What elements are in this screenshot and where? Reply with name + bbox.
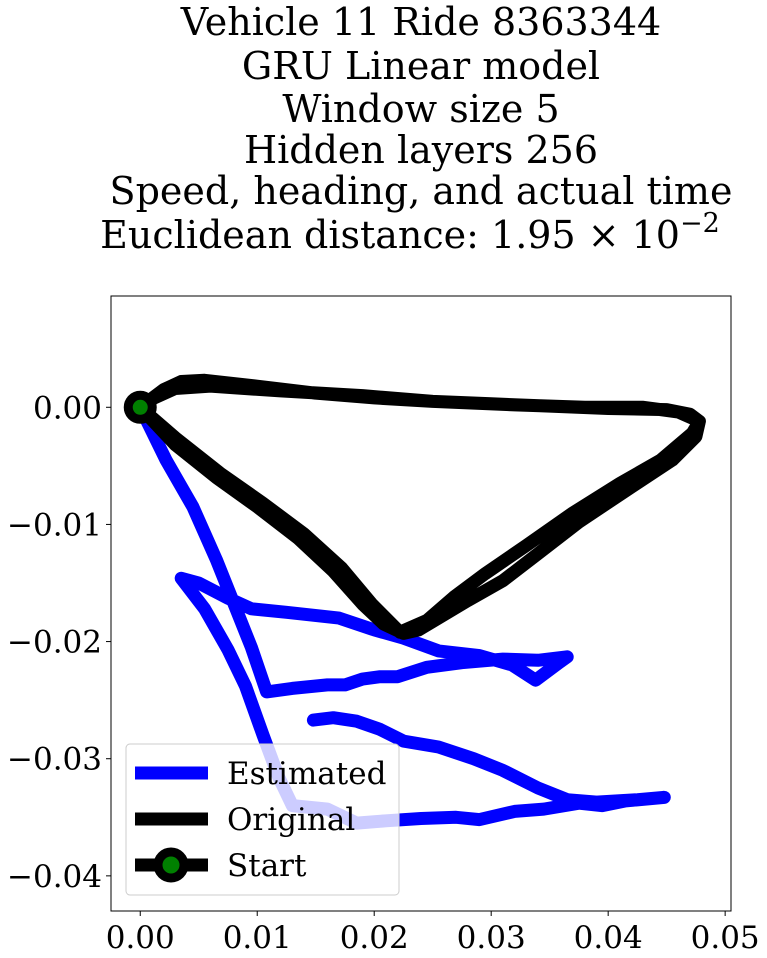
- x-axis: 0.00 0.01 0.02 0.03 0.04 0.05: [106, 911, 760, 956]
- y-tick-label: 0.00: [33, 390, 102, 426]
- chart-title-line-6: Euclidean distance: 1.95 × 10−2: [100, 208, 720, 257]
- x-tick-label: 0.03: [457, 920, 526, 956]
- legend: Estimated Original Start: [125, 743, 400, 896]
- x-tick-label: 0.01: [223, 920, 292, 956]
- x-tick-label: 0.00: [106, 920, 175, 956]
- chart-title-exponent: −2: [680, 208, 720, 239]
- legend-label-estimated: Estimated: [227, 756, 386, 792]
- legend-label-start: Start: [227, 848, 307, 884]
- y-tick-label: −0.03: [7, 742, 102, 778]
- x-tick-label: 0.02: [340, 920, 409, 956]
- plot-area: 0.00 0.01 0.02 0.03 0.04 0.05 0.00 −0.01 −0.02 −…: [7, 295, 760, 956]
- series-line-original: [133, 373, 706, 640]
- y-tick-label: −0.01: [7, 507, 102, 543]
- chart-title-line-4: Hidden layers 256: [244, 128, 598, 172]
- x-tick-label: 0.05: [691, 920, 760, 956]
- start-point-marker: [123, 390, 157, 424]
- legend-label-original: Original: [227, 802, 355, 838]
- chart-title-line-3: Window size 5: [282, 87, 559, 131]
- legend-box: [125, 743, 400, 896]
- y-axis: 0.00 −0.01 −0.02 −0.03 −0.04: [7, 390, 111, 895]
- x-tick-label: 0.04: [574, 920, 643, 956]
- chart-title-line-5: Speed, heading, and actual time: [110, 169, 733, 213]
- plot-frame: [110, 295, 732, 912]
- series-layer: [123, 373, 706, 830]
- chart-title-line-6-text: Euclidean distance: 1.95 × 10: [100, 213, 680, 257]
- y-tick-label: −0.04: [7, 859, 102, 895]
- series-line-estimated: [133, 400, 671, 830]
- chart-title-line-1: Vehicle 11 Ride 8363344: [180, 0, 661, 44]
- y-tick-label: −0.02: [7, 625, 102, 661]
- chart-title-line-2: GRU Linear model: [242, 44, 600, 88]
- legend-swatch-start-marker: [153, 847, 189, 883]
